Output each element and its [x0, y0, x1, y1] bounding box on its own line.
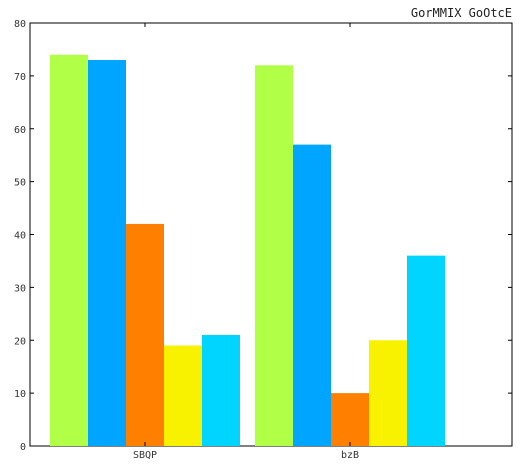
bar-bzB-2: [293, 144, 331, 447]
y-tick-label: 30: [14, 283, 26, 294]
bar-SBQP-4: [164, 345, 202, 446]
bar-SBQP-2: [88, 60, 126, 446]
x-tick-label: bzB: [341, 450, 359, 461]
bar-bzB-5: [407, 255, 445, 446]
bar-SBQP-5: [202, 334, 240, 446]
y-tick-label: 40: [14, 231, 26, 242]
y-tick-label: 10: [14, 389, 26, 400]
y-tick-label: 0: [20, 442, 26, 453]
bar-bzB-1: [255, 65, 293, 447]
y-tick-label: 60: [14, 125, 26, 136]
bar-SBQP-3: [126, 223, 164, 446]
y-tick-label: 80: [14, 19, 26, 30]
y-tick-label: 50: [14, 178, 26, 189]
bar-SBQP-1: [50, 54, 88, 446]
y-tick-label: 20: [14, 336, 26, 347]
y-tick-label: 70: [14, 72, 26, 83]
chart-title: GorMMIX GoOtcE: [410, 6, 512, 20]
bar-bzB-3: [331, 393, 369, 446]
x-tick-label: SBQP: [133, 450, 157, 461]
bar-bzB-4: [369, 340, 407, 446]
